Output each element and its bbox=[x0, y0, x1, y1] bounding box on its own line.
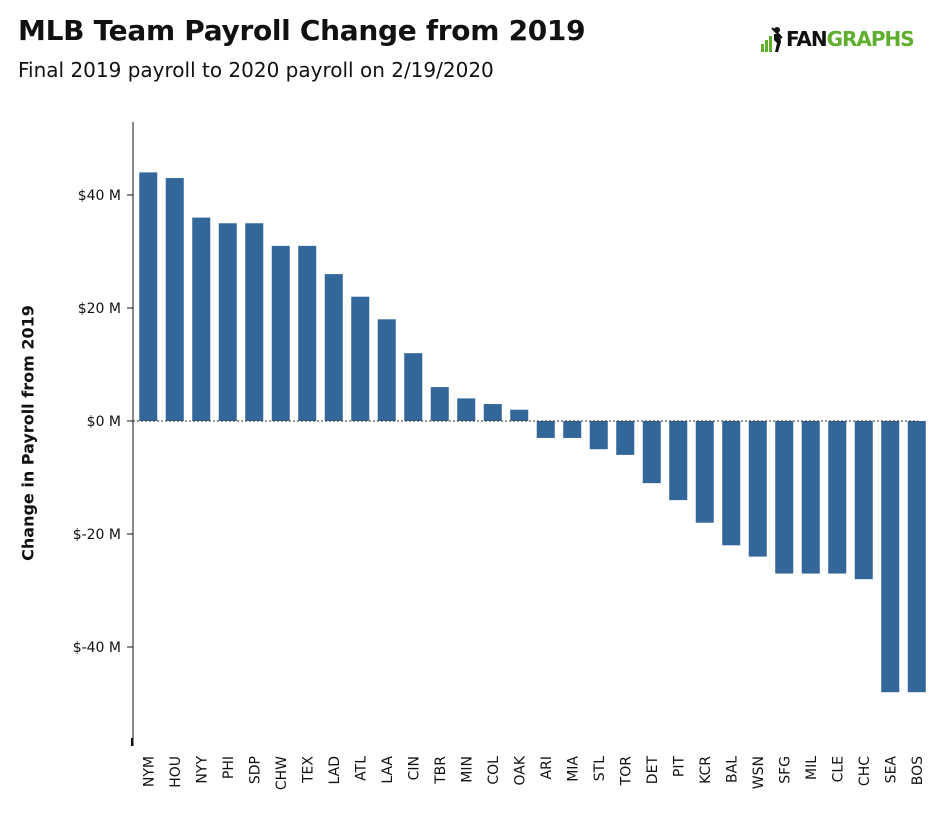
bar[interactable] bbox=[748, 421, 767, 557]
y-tick-label: $40 M bbox=[78, 188, 121, 204]
x-tick-label: PIT bbox=[671, 756, 687, 778]
bar[interactable] bbox=[881, 421, 900, 693]
bar[interactable] bbox=[483, 404, 502, 421]
bar[interactable] bbox=[430, 387, 449, 421]
bar[interactable] bbox=[404, 353, 423, 421]
bar[interactable] bbox=[775, 421, 794, 574]
x-tick-label: DET bbox=[645, 756, 661, 785]
bar[interactable] bbox=[377, 319, 396, 421]
x-tick-label: PHI bbox=[221, 756, 237, 779]
chart-title: MLB Team Payroll Change from 2019 bbox=[18, 14, 586, 47]
bar[interactable] bbox=[828, 421, 847, 574]
x-tick-label: CHW bbox=[274, 756, 290, 790]
x-tick-label: TEX bbox=[300, 756, 316, 784]
bar[interactable] bbox=[536, 421, 555, 438]
x-tick-label: SEA bbox=[883, 756, 899, 784]
bar[interactable] bbox=[854, 421, 873, 580]
x-tick-label: TOR bbox=[618, 756, 634, 787]
x-tick-label: ARI bbox=[539, 756, 555, 779]
x-tick-label: LAA bbox=[380, 756, 396, 784]
bar[interactable] bbox=[165, 178, 184, 421]
x-tick-label: MIA bbox=[565, 756, 581, 782]
x-tick-label: SFG bbox=[777, 756, 793, 784]
x-tick-label: NYM bbox=[141, 756, 157, 787]
bar[interactable] bbox=[351, 296, 370, 421]
bar[interactable] bbox=[642, 421, 661, 484]
bar[interactable] bbox=[510, 409, 529, 421]
x-tick-label: TBR bbox=[433, 756, 449, 785]
x-tick-label: NYY bbox=[194, 756, 210, 784]
bar[interactable] bbox=[616, 421, 635, 455]
bar[interactable] bbox=[722, 421, 741, 546]
x-tick-label: BOS bbox=[910, 756, 926, 785]
x-tick-label: STL bbox=[592, 756, 608, 781]
x-tick-label: HOU bbox=[168, 756, 184, 788]
bar[interactable] bbox=[669, 421, 688, 501]
y-tick-label: $20 M bbox=[78, 301, 121, 317]
bar[interactable] bbox=[907, 421, 926, 693]
bar[interactable] bbox=[589, 421, 608, 450]
y-tick-label: $-20 M bbox=[73, 527, 121, 543]
y-tick-label: $-40 M bbox=[73, 640, 121, 656]
x-tick-label: OAK bbox=[512, 755, 528, 785]
bar[interactable] bbox=[298, 245, 317, 421]
bar[interactable] bbox=[324, 274, 343, 421]
x-tick-label: CLE bbox=[830, 756, 846, 782]
chart-subtitle: Final 2019 payroll to 2020 payroll on 2/… bbox=[18, 58, 494, 82]
batter-icon bbox=[761, 27, 783, 52]
x-tick-label: CHC bbox=[857, 756, 873, 786]
x-tick-label: CIN bbox=[406, 756, 422, 780]
x-tick-label: BAL bbox=[724, 756, 740, 783]
bar[interactable] bbox=[695, 421, 714, 523]
x-tick-label: SDP bbox=[247, 756, 263, 784]
x-tick-label: MIN bbox=[459, 756, 475, 783]
bar[interactable] bbox=[271, 245, 290, 421]
x-tick-label: ATL bbox=[353, 756, 369, 781]
x-tick-label: WSN bbox=[751, 756, 767, 789]
x-tick-label: MIL bbox=[804, 756, 820, 780]
fangraphs-logo[interactable]: FANGRAPHS bbox=[760, 26, 915, 52]
bar[interactable] bbox=[245, 223, 264, 421]
bar[interactable] bbox=[218, 223, 237, 421]
x-tick-label: COL bbox=[486, 756, 502, 785]
logo-text-fan: FAN bbox=[786, 27, 828, 51]
y-tick-label: $0 M bbox=[87, 414, 121, 430]
logo-text-graphs: GRAPHS bbox=[826, 27, 915, 51]
bar[interactable] bbox=[801, 421, 820, 574]
bar[interactable] bbox=[563, 421, 582, 438]
x-tick-label: KCR bbox=[698, 756, 714, 784]
x-tick-label: LAD bbox=[327, 756, 343, 784]
bar[interactable] bbox=[139, 172, 158, 421]
bar[interactable] bbox=[192, 217, 211, 421]
bar[interactable] bbox=[457, 398, 476, 421]
